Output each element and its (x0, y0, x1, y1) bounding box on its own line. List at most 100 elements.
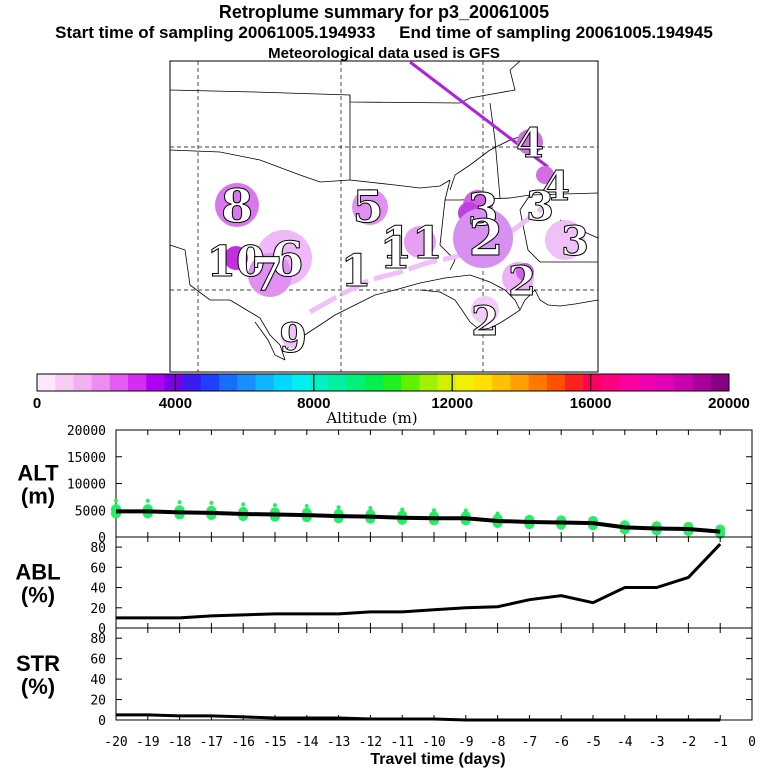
cluster-blob (517, 129, 543, 155)
colorbar-swatch (619, 374, 639, 391)
y-tick-label: 60 (90, 561, 106, 576)
alt-particle (209, 501, 214, 506)
colorbar-swatch (528, 374, 548, 391)
x-tick-label: -16 (231, 735, 254, 750)
x-tick-label: -5 (585, 735, 601, 750)
colorbar-ticks: 0 4000 8000 12000 16000 20000 (33, 374, 750, 412)
x-tick-label: 0 (748, 735, 756, 750)
y-tick-label: 10000 (67, 478, 106, 493)
colorbar-swatch (474, 374, 493, 391)
x-tick-label: -19 (136, 735, 159, 750)
alt-median-line (116, 509, 721, 534)
time-series-panels: 05000100001500020000ALT(m)020406080ABL(%… (15, 424, 756, 768)
cluster-label-5: 5 (353, 182, 384, 233)
panel-ylabel-unit: (m) (21, 484, 55, 509)
alt-particle (368, 506, 373, 511)
alt-particle (304, 503, 309, 508)
page-title: Retroplume summary for p3_20061005 (218, 2, 550, 22)
y-tick-label: 60 (90, 653, 106, 668)
x-tick-label: -20 (104, 735, 127, 750)
panel-ylabel: STR (16, 651, 60, 676)
x-tick-label: -11 (390, 735, 413, 750)
colorbar-swatch (401, 374, 420, 391)
alt-particle (177, 500, 182, 505)
colorbar-swatch (237, 374, 257, 391)
colorbar-swatch (692, 374, 712, 391)
y-tick-label: 80 (90, 632, 106, 647)
str-line (116, 713, 721, 722)
colorbar-swatch (656, 374, 675, 391)
colorbar-swatch (419, 374, 439, 391)
end-time-label: End time of sampling 20061005.194945 (399, 23, 713, 42)
cluster-label-7: 7 (251, 247, 283, 301)
cluster-label-1b: 1 (341, 246, 372, 297)
x-tick-label: -1 (712, 735, 728, 750)
panel-frame (115, 536, 753, 629)
cluster-label-2b: 2 (508, 258, 536, 305)
cluster-blob (404, 226, 436, 258)
x-tick-label: -17 (200, 735, 223, 750)
colorbar-swatch (364, 374, 384, 391)
cluster-label-8: 8 (221, 179, 253, 233)
cluster-label-3: 3 (468, 185, 499, 236)
colorbar-swatch (546, 374, 566, 391)
colorbar-tick-label: 12000 (431, 395, 473, 412)
colorbar-swatch (109, 374, 129, 391)
colorbar-swatch (455, 374, 475, 391)
colorbar-swatch (128, 374, 147, 391)
alt-particle (400, 507, 405, 512)
cluster-blob (453, 208, 513, 268)
cluster-label-4: 4 (516, 120, 544, 167)
y-tick-label: 40 (90, 582, 106, 597)
y-tick-label: 80 (90, 541, 106, 556)
y-tick-label: 20000 (67, 424, 106, 439)
abl-line (116, 543, 722, 620)
alt-particle (336, 505, 341, 510)
colorbar-swatch (37, 374, 56, 391)
map-panel: 4 4 8 5 3 2 3 3 11 1 1 10 6 7 2 9 2 (169, 60, 599, 373)
cluster-label-2c: 2 (471, 298, 499, 345)
colorbar-swatch (492, 374, 511, 391)
colorbar-tick-label: 0 (33, 395, 41, 412)
colorbar-swatch (510, 374, 530, 391)
colorbar-swatch (437, 374, 457, 391)
colorbar-swatch (383, 374, 402, 391)
colorbar-swatch (328, 374, 348, 391)
cluster-label-3c: 3 (526, 183, 554, 230)
colorbar-swatch (273, 374, 293, 391)
y-tick-label: 20 (90, 602, 106, 617)
panel-ylabel: ALT (17, 461, 59, 486)
cluster-blob (471, 296, 499, 324)
plume-clusters (215, 129, 585, 348)
cluster-blob (248, 253, 292, 297)
y-tick-label: 0 (98, 622, 106, 637)
x-tick-label: -14 (295, 735, 319, 750)
y-tick-label: 20 (90, 694, 106, 709)
colorbar-swatch (55, 374, 74, 391)
colorbar-frame (36, 373, 730, 392)
colorbar-swatch (73, 374, 93, 391)
panel-frame (115, 627, 753, 721)
x-tick-label: -18 (168, 735, 191, 750)
cluster-blob (224, 246, 248, 270)
x-tick-label: -10 (422, 735, 445, 750)
x-tick-label: -6 (553, 735, 569, 750)
panel-ylabel-unit: (%) (21, 583, 55, 608)
colorbar-swatch (674, 374, 694, 391)
x-tick-label: -15 (263, 735, 286, 750)
alt-particle (273, 503, 277, 508)
colorbar-swatch (291, 374, 311, 391)
alt-particle (241, 502, 246, 507)
y-tick-label: 5000 (75, 504, 106, 519)
cluster-blob (536, 166, 554, 184)
y-tick-label: 15000 (67, 451, 106, 466)
colorbar-swatch (601, 374, 621, 391)
colorbar-tick-label: 16000 (570, 395, 612, 412)
colorbar-swatch (164, 374, 184, 391)
colorbar-swatch (583, 374, 603, 391)
colorbar-tick-label: 4000 (159, 395, 192, 412)
x-tick-label: -4 (617, 735, 633, 750)
altitude-colorbar (36, 373, 730, 392)
met-data-label: Meteorological data used is GFS (268, 45, 500, 62)
